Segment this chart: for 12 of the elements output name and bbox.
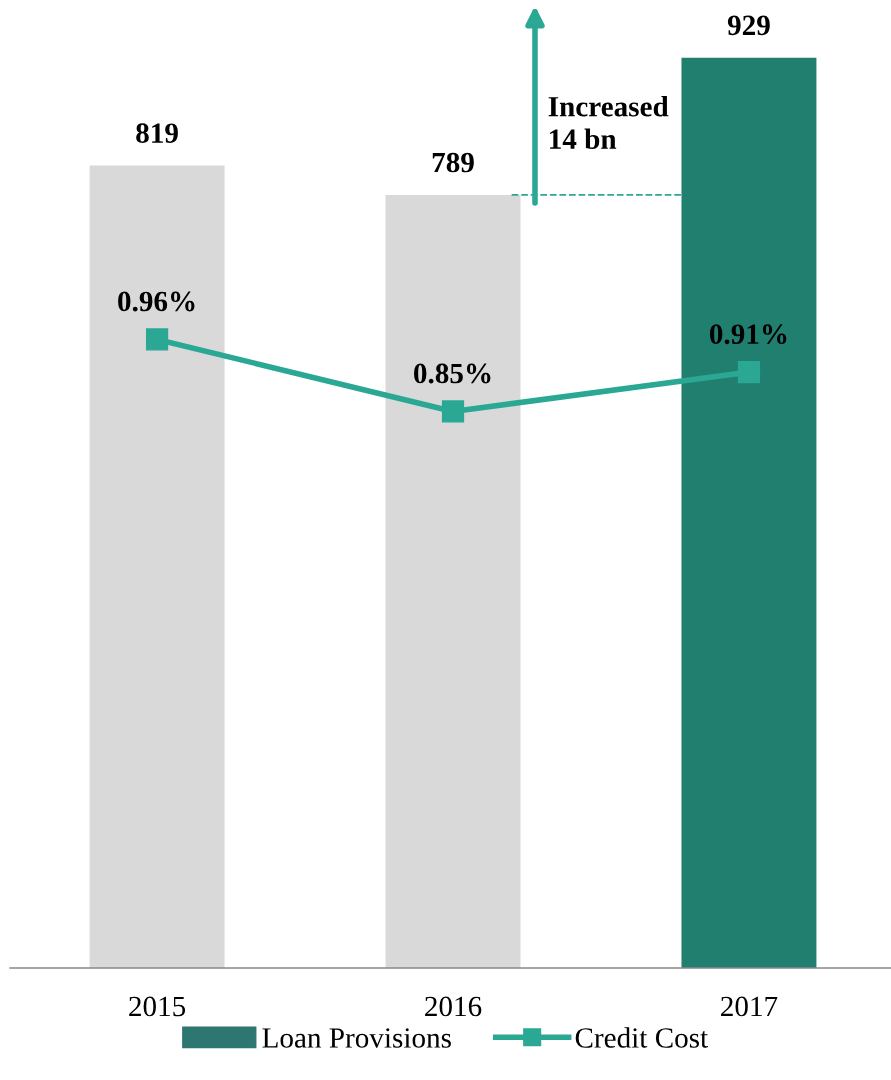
x-tick-label: 2015 — [129, 996, 186, 1017]
legend-label: Credit Cost — [575, 1027, 708, 1048]
data-label: 0.91% — [709, 324, 787, 345]
data-label: 819 — [136, 123, 178, 143]
data-label: 789 — [432, 152, 474, 173]
annotation: Increased 14 bn — [548, 96, 669, 150]
data-label: 0.85% — [414, 363, 491, 384]
x-tick-label: 2017 — [721, 996, 778, 1017]
legend-label: Loan Provisions — [262, 1028, 451, 1048]
data-label: 929 — [727, 15, 770, 36]
x-tick-label: 2016 — [425, 996, 482, 1017]
data-label: 0.96% — [118, 291, 195, 312]
